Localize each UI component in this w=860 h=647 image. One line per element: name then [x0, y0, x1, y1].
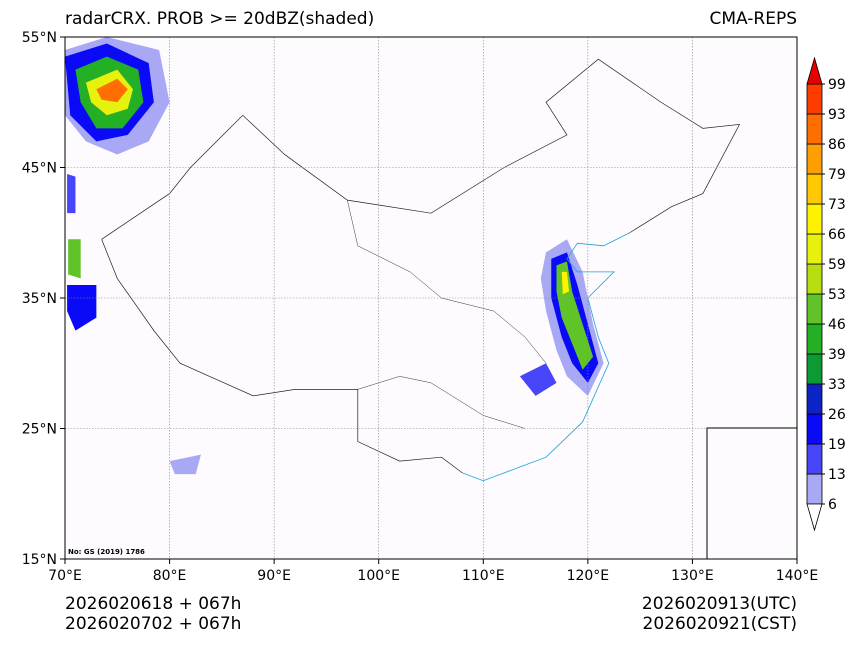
valid-time-utc: 2026020913(UTC) — [641, 594, 797, 614]
init-time-cst: 2026020702 + 067h — [65, 614, 242, 634]
colorbar-bin — [806, 83, 823, 115]
model-name: CMA-REPS — [709, 9, 797, 29]
south-china-sea-inset — [706, 427, 798, 560]
colorbar-bin — [806, 383, 823, 415]
colorbar-label: 86 — [828, 137, 846, 153]
colorbar-bin — [806, 413, 823, 445]
colorbar-label: 59 — [828, 257, 846, 273]
colorbar-label: 13 — [828, 467, 846, 483]
valid-time-cst: 2026020921(CST) — [642, 614, 797, 634]
colorbar-bin — [806, 353, 823, 385]
colorbar-label: 79 — [828, 167, 846, 183]
colorbar-label: 33 — [828, 377, 846, 393]
colorbar-label: 39 — [828, 347, 846, 363]
colorbar-bin — [806, 233, 823, 265]
precip-area — [68, 239, 81, 279]
colorbar-bin — [806, 173, 823, 205]
colorbar-label: 53 — [828, 287, 846, 303]
x-tick-label: 100°E — [357, 568, 400, 584]
chart-title: radarCRX. PROB >= 20dBZ(shaded) — [65, 9, 375, 29]
colorbar-label: 93 — [828, 107, 846, 123]
y-tick-label: 55°N — [22, 30, 57, 46]
colorbar-label: 46 — [828, 317, 846, 333]
colorbar-bin — [806, 113, 823, 145]
colorbar-bin — [806, 443, 823, 475]
colorbar-bin — [806, 143, 823, 175]
precip-area — [169, 454, 201, 475]
x-tick-label: 120°E — [567, 568, 610, 584]
precip-area — [561, 271, 570, 295]
colorbar-bin — [806, 263, 823, 295]
colorbar-over-triangle — [806, 56, 823, 85]
init-time-utc: 2026020618 + 067h — [65, 594, 242, 614]
y-tick-label: 35°N — [22, 291, 57, 307]
colorbar-label: 66 — [828, 227, 846, 243]
y-tick-label: 25°N — [22, 422, 57, 438]
colorbar-label: 6 — [828, 497, 837, 513]
colorbar-bin — [806, 203, 823, 235]
precip-area — [96, 78, 128, 103]
colorbar-bin — [806, 323, 823, 355]
x-tick-label: 130°E — [671, 568, 714, 584]
x-tick-label: 70°E — [48, 568, 82, 584]
x-tick-label: 140°E — [776, 568, 819, 584]
precip-area — [67, 174, 76, 214]
map-approval-note: No: GS (2019) 1786 — [68, 548, 145, 556]
x-tick-label: 110°E — [462, 568, 505, 584]
y-tick-label: 45°N — [22, 161, 57, 177]
colorbar-under-triangle — [806, 503, 823, 532]
y-tick-label: 15°N — [22, 552, 57, 568]
colorbar-bin — [806, 473, 823, 505]
colorbar-label: 26 — [828, 407, 846, 423]
colorbar-bin — [806, 293, 823, 325]
colorbar-label: 99 — [828, 77, 846, 93]
country-border — [101, 58, 741, 474]
colorbar-label: 73 — [828, 197, 846, 213]
precip-area — [519, 363, 557, 396]
colorbar-label: 19 — [828, 437, 846, 453]
x-tick-label: 90°E — [257, 568, 291, 584]
x-tick-label: 80°E — [153, 568, 187, 584]
precip-area — [67, 284, 97, 331]
